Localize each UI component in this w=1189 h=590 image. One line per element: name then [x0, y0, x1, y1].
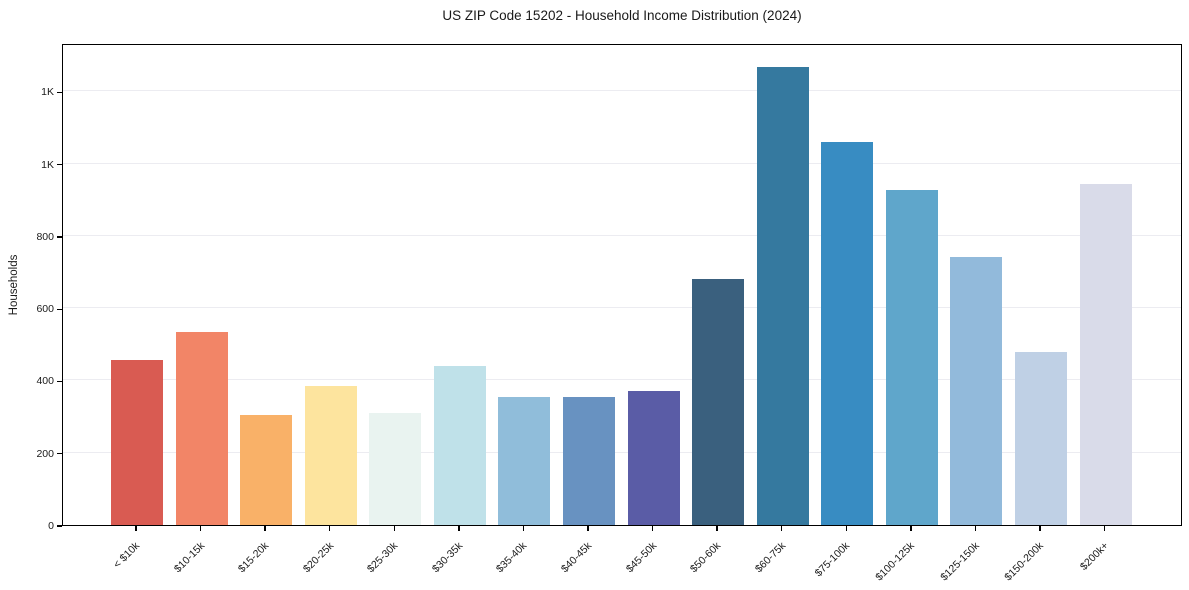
bar-$45-50k — [627, 390, 680, 525]
x-tick-mark — [651, 526, 654, 531]
bar-$20-25k — [304, 385, 357, 525]
x-tick-mark — [910, 526, 912, 531]
y-tick-mark — [57, 453, 62, 455]
bar-$75-100k — [821, 142, 874, 525]
bar-$15-20k — [240, 414, 293, 525]
y-tick-label: 1K — [41, 158, 54, 171]
x-tick-label: $15-20k — [236, 539, 272, 576]
y-tick-label: 200 — [36, 447, 54, 460]
x-tick-label: $45-50k — [623, 539, 659, 576]
x-tick-label: $150-200k — [1002, 539, 1047, 584]
bar-$125-150k — [950, 256, 1003, 525]
bar-$60-75k — [756, 67, 809, 525]
x-tick-label: $75-100k — [813, 539, 853, 580]
bar-< $10k — [111, 359, 163, 525]
x-tick-mark — [458, 526, 460, 531]
x-tick-mark — [1103, 526, 1106, 531]
x-tick-label: $100-125k — [873, 539, 918, 584]
y-tick-label: 800 — [36, 230, 54, 243]
x-tick-label: $30-35k — [429, 539, 466, 576]
x-tick-label: $125-150k — [938, 539, 982, 584]
x-tick-label: $35-40k — [494, 539, 530, 576]
x-tick-label: $10-15k — [171, 539, 207, 576]
y-tick-mark — [57, 236, 62, 238]
y-tick-label: 1K — [41, 86, 54, 99]
x-tick-mark — [264, 526, 266, 531]
bar-$10-15k — [175, 331, 228, 525]
y-tick-mark — [57, 525, 62, 527]
x-tick-mark — [329, 526, 331, 531]
bar-$100-125k — [885, 190, 938, 525]
x-tick-mark — [135, 526, 137, 531]
bar-$50-60k — [692, 278, 745, 525]
chart-title: US ZIP Code 15202 - Household Income Dis… — [442, 8, 802, 23]
bar-$200k+ — [1079, 183, 1132, 525]
x-tick-mark — [781, 526, 783, 531]
x-tick-label: $50-60k — [688, 539, 724, 576]
y-tick-label: 400 — [36, 375, 54, 388]
y-tick-label: 600 — [36, 303, 54, 316]
bar-$40-45k — [562, 396, 615, 525]
x-tick-mark — [393, 526, 395, 531]
bar-$150-200k — [1014, 351, 1067, 525]
x-tick-mark — [845, 526, 847, 531]
gridline-200 — [63, 451, 1181, 453]
y-tick-mark — [57, 163, 62, 166]
x-tick-mark — [522, 526, 525, 531]
y-tick-mark — [57, 91, 62, 94]
y-tick-mark — [57, 380, 62, 383]
x-tick-mark — [199, 526, 202, 531]
x-tick-label: $40-45k — [558, 539, 595, 576]
x-tick-mark — [716, 526, 718, 531]
x-tick-label: $60-75k — [752, 539, 788, 576]
gridline-600 — [63, 307, 1181, 309]
x-tick-mark — [1039, 526, 1041, 531]
bar-$25-30k — [369, 413, 422, 525]
x-tick-label: $20-25k — [300, 539, 336, 576]
gridline-800 — [63, 234, 1181, 236]
plot-area — [62, 44, 1182, 526]
gridline-400 — [63, 379, 1181, 381]
x-tick-label: < $10k — [111, 539, 143, 571]
x-tick-mark — [974, 526, 977, 531]
bar-$30-35k — [433, 366, 486, 525]
x-tick-label: $25-30k — [365, 539, 401, 576]
x-tick-label: $200k+ — [1077, 539, 1111, 573]
y-tick-mark — [57, 308, 62, 310]
gridline-1200 — [63, 90, 1181, 92]
y-tick-label: 0 — [48, 520, 54, 532]
x-tick-mark — [587, 526, 589, 531]
gridline-1000 — [63, 162, 1181, 164]
bar-$35-40k — [498, 396, 551, 525]
